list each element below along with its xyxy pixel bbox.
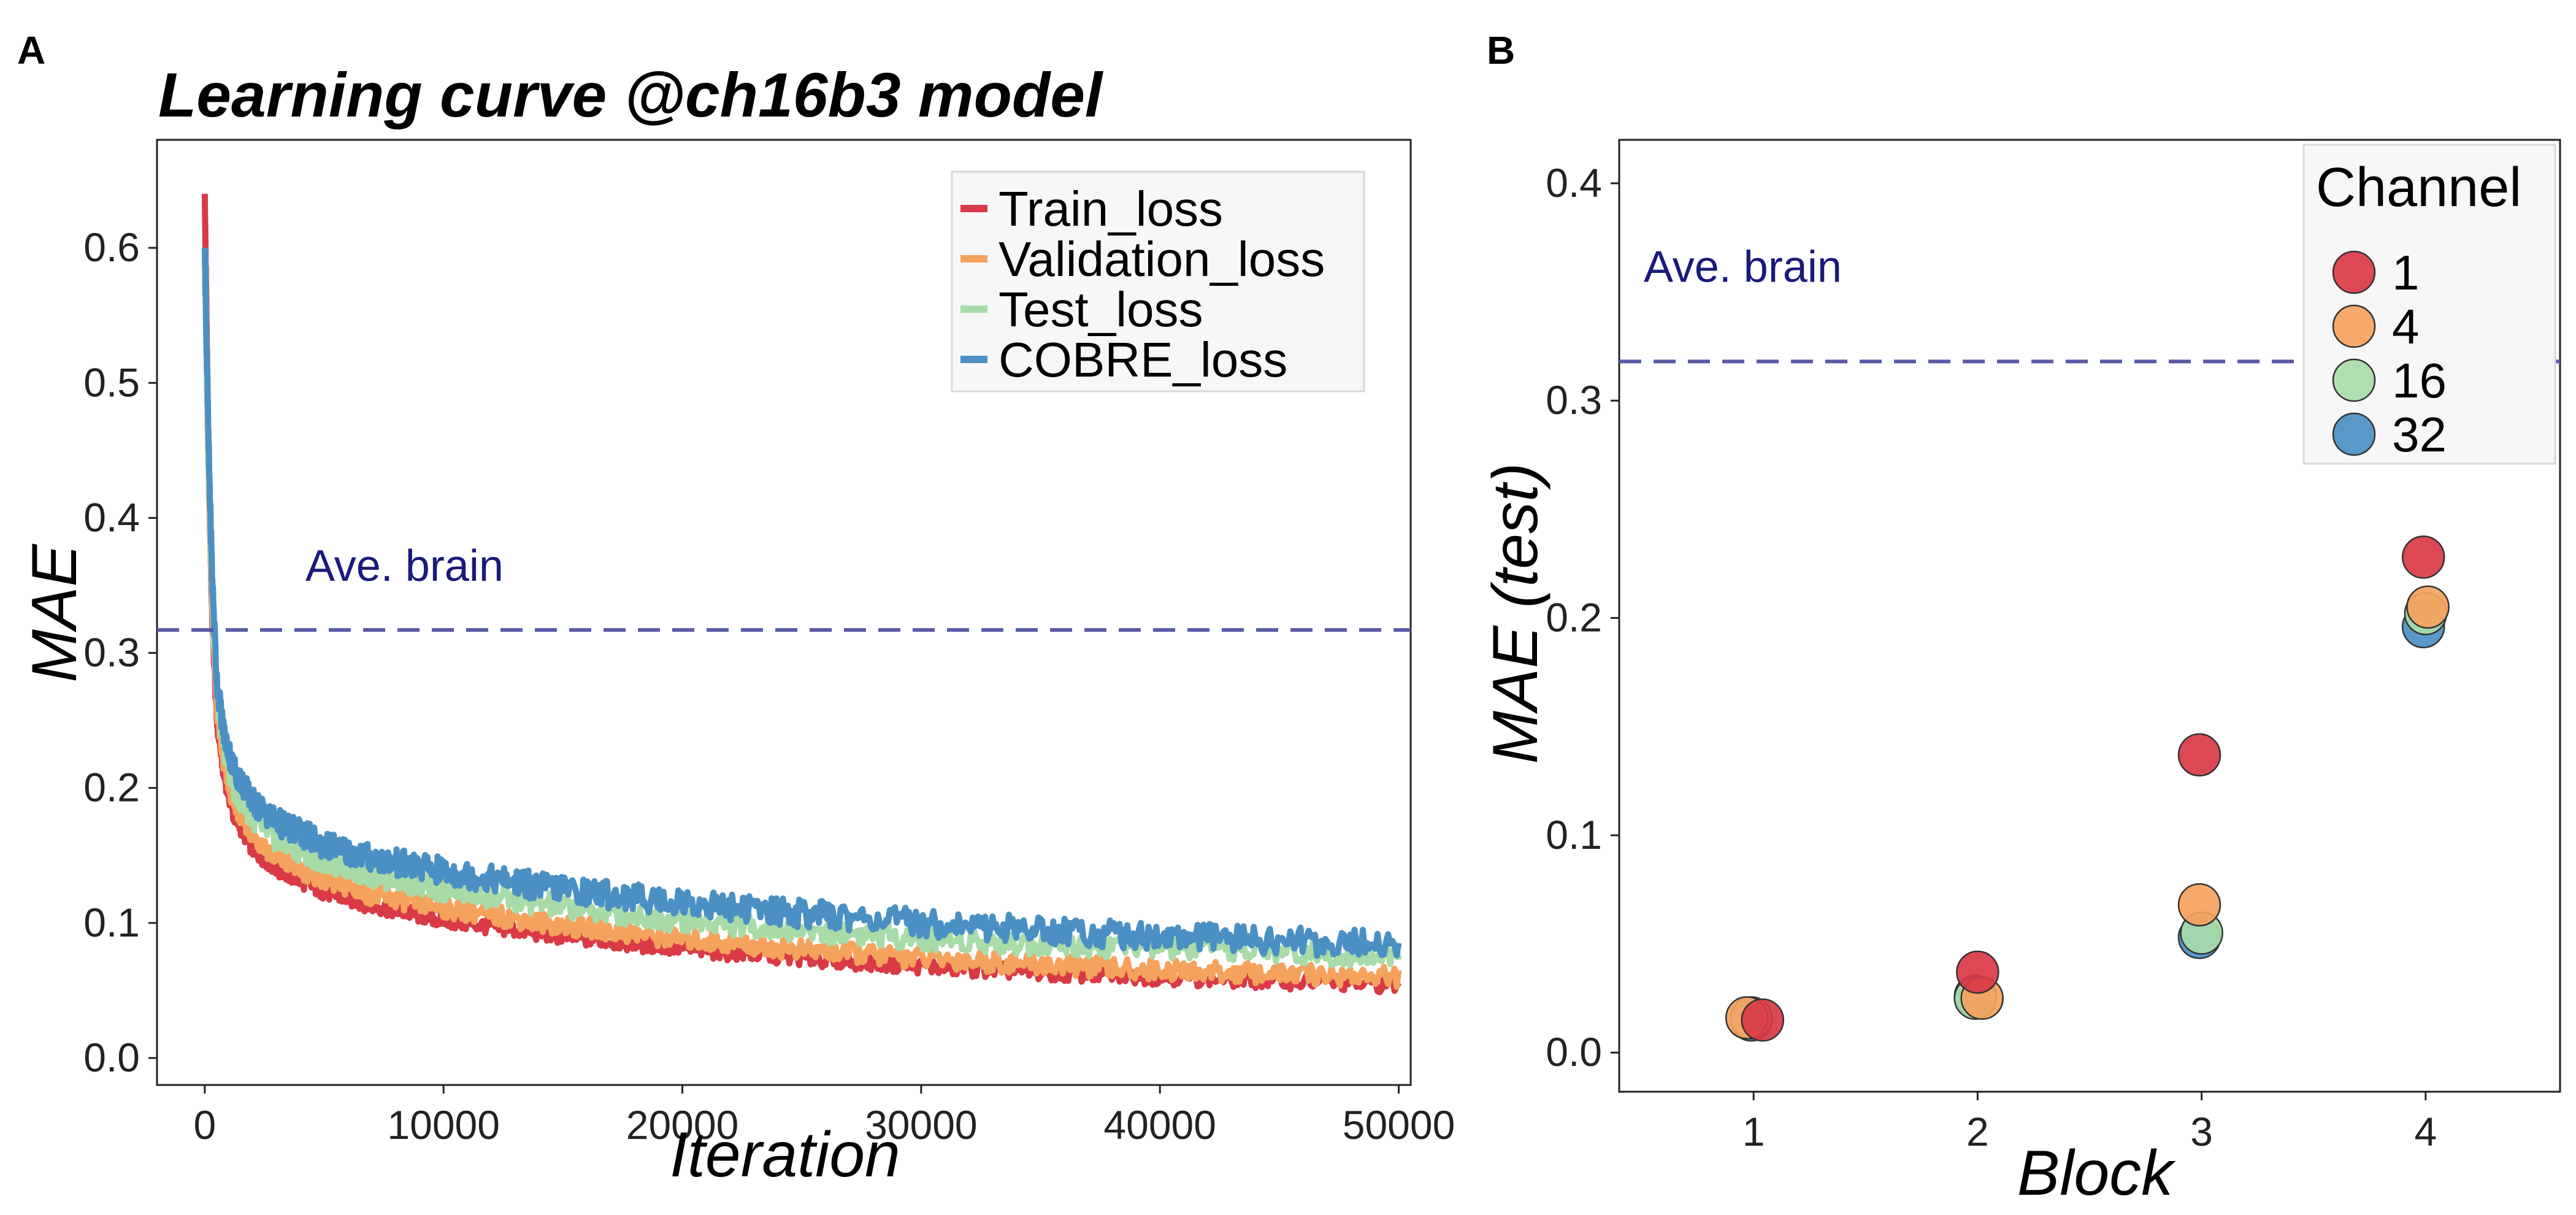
panel-a-y-tick-label: 0.1	[83, 900, 140, 945]
panel-b-y-tick-label: 0.2	[1546, 595, 1602, 640]
legend-label-validation-loss: Validation_loss	[999, 232, 1325, 286]
legend-swatch-channel-4	[2332, 304, 2376, 348]
legend-label-cobre-loss: COBRE_loss	[999, 332, 1287, 387]
panel-b-frame	[1618, 139, 2561, 1093]
panel-b-legend-title: Channel	[2316, 157, 2521, 218]
panel-a-y-tick-label: 0.0	[83, 1035, 140, 1080]
panel-a-x-tick-label: 40000	[1103, 1102, 1216, 1148]
panel-b-ave-brain-label: Ave. brain	[1644, 242, 1842, 291]
legend-label-train-loss: Train_loss	[999, 182, 1223, 236]
panel-a-x-tick-label: 30000	[865, 1102, 978, 1148]
panel-a-y-tick-label: 0.5	[83, 359, 140, 405]
panel-a-plot-area	[201, 192, 1402, 995]
panel-a-x-axis-title: Iteration	[670, 1119, 900, 1190]
panel-b-y-tick-label: 0.1	[1546, 812, 1602, 857]
panel-a-frame	[156, 139, 1412, 1086]
series-line-cobre-loss	[201, 246, 1402, 959]
panel-a-x-tick-label: 0	[194, 1102, 217, 1148]
legend-label-channel-4: 4	[2392, 299, 2420, 354]
point-channel-4	[2406, 585, 2450, 629]
legend-swatch-channel-32	[2332, 412, 2376, 456]
point-channel-1	[1741, 998, 1785, 1042]
legend-label-channel-32: 32	[2392, 407, 2447, 462]
panel-b-x-axis: 1 2 3 4	[1742, 1092, 2437, 1154]
panel-b-y-axis: 0.0 0.1 0.2 0.3 0.4	[1546, 160, 1619, 1075]
point-channel-1	[2401, 535, 2445, 579]
panel-b-y-axis-title: MAE (test)	[1480, 462, 1551, 764]
point-channel-1	[2177, 733, 2221, 777]
panel-b-x-tick-label: 4	[2414, 1109, 2437, 1154]
panel-a-y-axis-title: MAE	[19, 543, 90, 683]
panel-a-y-tick-label: 0.4	[83, 494, 140, 540]
panel-b-y-tick-label: 0.0	[1546, 1029, 1602, 1075]
legend-label-channel-1: 1	[2392, 245, 2420, 300]
panel-a-x-tick-label: 20000	[626, 1102, 739, 1148]
legend-label-test-loss: Test_loss	[999, 282, 1203, 337]
panel-a-ave-brain-label: Ave. brain	[305, 542, 504, 591]
panel-a-y-tick-label: 0.6	[83, 224, 140, 270]
panel-a-x-axis: 0 10000 20000 30000 40000 50000	[194, 1085, 1455, 1148]
panel-b-x-tick-label: 3	[2190, 1109, 2213, 1154]
legend-swatch-channel-1	[2332, 250, 2376, 294]
panel-a-legend-box	[951, 171, 1365, 393]
point-channel-4	[2177, 883, 2221, 927]
legend-label-channel-16: 16	[2392, 353, 2447, 408]
panel-a-title: Learning curve @ch16b3 model	[158, 60, 1104, 130]
panel-b-x-tick-label: 1	[1742, 1109, 1765, 1154]
panel-b-y-tick-label: 0.4	[1546, 160, 1602, 205]
panel-b-y-tick-label: 0.3	[1546, 377, 1602, 423]
panel-a-x-tick-label: 10000	[387, 1102, 500, 1148]
point-channel-1	[1956, 950, 1999, 994]
panel-a-x-tick-label: 50000	[1343, 1102, 1455, 1148]
panel-b-x-tick-label: 2	[1966, 1109, 1989, 1154]
panel-b-label: B	[1487, 28, 1515, 72]
panel-a-y-tick-label: 0.3	[83, 630, 140, 675]
legend-swatch-channel-16	[2332, 358, 2376, 402]
panel-b-plot-area	[1725, 535, 2450, 1042]
panel-a-y-axis: 0.0 0.1 0.2 0.3 0.4 0.5 0.6	[83, 224, 157, 1080]
panel-b-legend-box	[2302, 144, 2556, 465]
panel-a-y-tick-label: 0.2	[83, 765, 140, 810]
panel-b-x-axis-title: Block	[2017, 1138, 2176, 1209]
panel-a-label: A	[17, 28, 45, 72]
panel-a-legend: Train_loss Validation_loss Test_loss COB…	[951, 171, 1365, 393]
